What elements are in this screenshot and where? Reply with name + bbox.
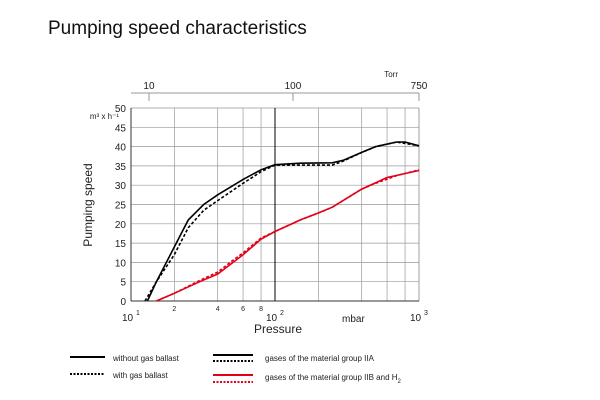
y-tick-label: 20 [115,220,127,231]
y-tick-label: 0 [120,297,126,308]
top-axis-label: 100 [285,81,302,92]
x-minor-label: 2 [172,306,176,313]
x-axis-title: Pressure [254,322,302,336]
legend-label-iib: gases of the material group IIB and H2 [265,373,402,385]
y-tick-label: 40 [115,143,127,154]
legend-subscript: 2 [398,379,402,385]
x-minor-label: 8 [259,306,263,313]
y-tick-label: 30 [115,181,127,192]
legend-label-without: without gas ballast [112,354,180,363]
x-unit-label: mbar [342,314,365,325]
x-tick-label: 10 [410,313,422,324]
top-axis-label: 10 [143,81,155,92]
y-tick-label: 25 [115,201,127,212]
y-tick-label: 50 [115,104,127,115]
y-tick-label: 35 [115,162,127,173]
x-minor-label: 6 [241,306,245,313]
y-unit-label: m³ x h⁻¹ [90,112,119,121]
x-tick-label: 10 [266,313,278,324]
x-tick-exponent: 2 [280,310,284,317]
top-axis-label: 750 [411,81,428,92]
x-minor-label: 4 [216,306,220,313]
top-axis-unit: Torr [384,70,398,79]
legend-label-with: with gas ballast [112,371,168,380]
x-tick-exponent: 1 [136,310,140,317]
y-tick-label: 15 [115,239,127,250]
legend-label-iia: gases of the material group IIA [265,354,375,363]
y-axis-title: Pumping speed [81,163,95,246]
series-line-2 [144,141,420,302]
x-tick-exponent: 3 [424,310,428,317]
series-line-4 [156,169,420,302]
y-tick-label: 5 [120,278,126,289]
chart-title: Pumping speed characteristics [48,18,307,39]
y-tick-label: 45 [115,123,127,134]
x-tick-label: 10 [122,313,134,324]
series-line-1 [146,141,420,302]
y-tick-label: 10 [115,258,127,269]
